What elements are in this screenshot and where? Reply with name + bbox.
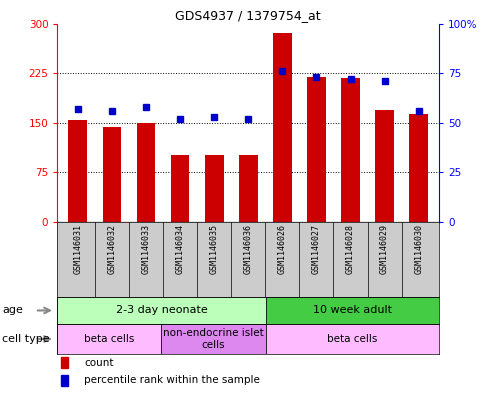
Text: GSM1146027: GSM1146027: [312, 224, 321, 274]
Bar: [341, 78, 360, 222]
Text: 2-3 day neonate: 2-3 day neonate: [116, 305, 208, 316]
Bar: [265, 324, 439, 354]
Text: beta cells: beta cells: [84, 334, 135, 344]
Text: GSM1146026: GSM1146026: [278, 224, 287, 274]
Text: GSM1146031: GSM1146031: [73, 224, 82, 274]
Text: beta cells: beta cells: [327, 334, 378, 344]
Text: cell type: cell type: [2, 334, 50, 344]
Text: GSM1146035: GSM1146035: [210, 224, 219, 274]
Text: count: count: [84, 358, 114, 367]
Bar: [265, 297, 439, 324]
Bar: [171, 154, 190, 222]
Title: GDS4937 / 1379754_at: GDS4937 / 1379754_at: [176, 9, 321, 22]
Bar: [61, 375, 68, 386]
Bar: [205, 155, 224, 222]
Bar: [57, 297, 265, 324]
Bar: [307, 77, 326, 222]
Bar: [273, 33, 292, 222]
Bar: [239, 154, 257, 222]
Bar: [375, 110, 394, 222]
Text: GSM1146029: GSM1146029: [380, 224, 389, 274]
Bar: [162, 324, 265, 354]
Text: GSM1146034: GSM1146034: [176, 224, 185, 274]
Text: age: age: [2, 305, 23, 316]
Text: percentile rank within the sample: percentile rank within the sample: [84, 375, 260, 385]
Text: GSM1146032: GSM1146032: [107, 224, 116, 274]
Text: GSM1146028: GSM1146028: [346, 224, 355, 274]
Text: GSM1146033: GSM1146033: [142, 224, 151, 274]
Bar: [137, 123, 155, 222]
Bar: [57, 324, 162, 354]
Bar: [61, 357, 68, 368]
Bar: [409, 114, 428, 222]
Text: 10 week adult: 10 week adult: [313, 305, 392, 316]
Bar: [103, 127, 121, 222]
Bar: [68, 119, 87, 222]
Text: GSM1146036: GSM1146036: [244, 224, 253, 274]
Text: GSM1146030: GSM1146030: [414, 224, 423, 274]
Text: non-endocrine islet
cells: non-endocrine islet cells: [163, 328, 264, 350]
